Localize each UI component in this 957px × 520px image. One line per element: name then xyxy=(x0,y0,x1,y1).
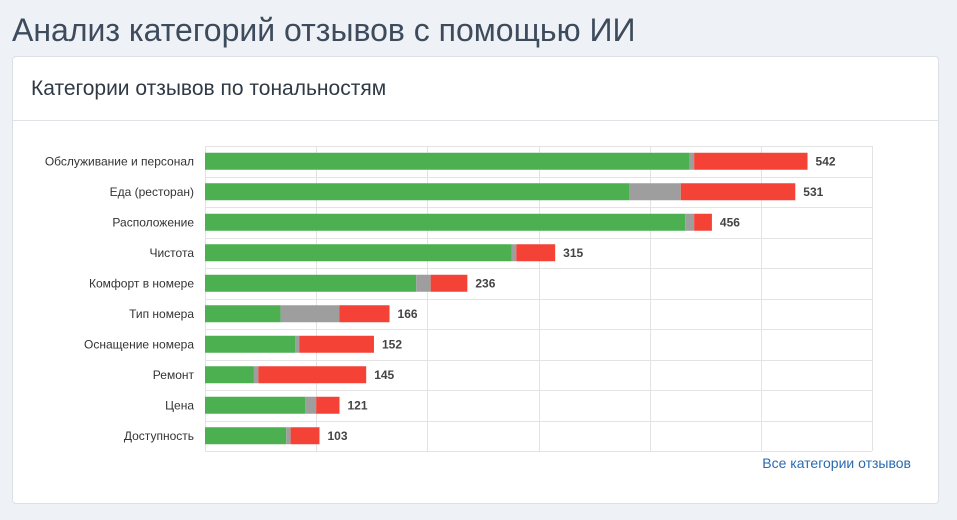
chart-panel: Категории отзывов по тональностям Обслуж… xyxy=(12,56,939,510)
bar-segment xyxy=(205,305,281,323)
bar-segment xyxy=(416,274,431,292)
category-label: Цена xyxy=(165,398,194,412)
chart-container: Обслуживание и персонал 542 Еда (ресторан)… xyxy=(13,121,938,510)
bar-segment xyxy=(305,396,317,414)
bar-segment xyxy=(205,274,417,292)
category-label: Обслуживание и персонал xyxy=(45,154,194,168)
category-label: Расположение xyxy=(112,215,194,229)
bar-segment xyxy=(430,274,468,292)
total-label: 542 xyxy=(816,154,836,168)
panel-header: Категории отзывов по тональностям xyxy=(13,57,938,121)
bar-segment xyxy=(205,335,296,353)
total-label: 152 xyxy=(382,337,402,351)
bar-segment xyxy=(295,335,300,353)
bar-segment xyxy=(299,335,374,353)
x-tick-label: 400 xyxy=(640,459,660,461)
category-label: Еда (ресторан) xyxy=(110,185,194,199)
total-label: 531 xyxy=(803,185,823,199)
total-label: 315 xyxy=(563,246,583,260)
category-label: Доступность xyxy=(124,429,194,443)
bar-segment xyxy=(685,213,695,231)
bar-segment xyxy=(205,366,254,384)
x-tick-label: 100 xyxy=(306,459,326,461)
bar-segment xyxy=(253,366,259,384)
bar-segment xyxy=(689,152,695,170)
category-label: Ремонт xyxy=(153,368,195,382)
total-label: 103 xyxy=(328,429,348,443)
bar-segment xyxy=(511,244,517,262)
total-label: 166 xyxy=(398,307,418,321)
bar-segment xyxy=(629,183,681,201)
bar-segment xyxy=(339,305,390,323)
bar-segment xyxy=(694,152,808,170)
bar-segment xyxy=(280,305,340,323)
bar-segment xyxy=(316,396,340,414)
bar-segment xyxy=(205,213,686,231)
category-label: Оснащение номера xyxy=(84,337,194,351)
bar-segment xyxy=(205,183,630,201)
bar-segment xyxy=(290,427,320,445)
bar-segment xyxy=(516,244,556,262)
x-tick-label: 300 xyxy=(528,459,548,461)
bar-segment xyxy=(205,396,306,414)
stacked-bar-chart: Обслуживание и персонал 542 Еда (ресторан)… xyxy=(45,146,882,510)
bar-segment xyxy=(694,213,712,231)
bar-segment xyxy=(205,427,287,445)
category-label: Чистота xyxy=(149,246,194,260)
bar-segment xyxy=(286,427,291,445)
all-categories-link[interactable]: Все категории отзывов xyxy=(762,455,911,471)
total-label: 456 xyxy=(720,215,740,229)
x-tick-label: 200 xyxy=(417,459,437,461)
total-label: 236 xyxy=(475,276,495,290)
bar-segment xyxy=(205,244,512,262)
category-label: Комфорт в номере xyxy=(89,276,194,290)
bar-segment xyxy=(205,152,690,170)
total-label: 121 xyxy=(348,398,368,412)
category-label: Тип номера xyxy=(129,307,194,321)
bar-segment xyxy=(680,183,796,201)
page-title: Анализ категорий отзывов с помощью ИИ xyxy=(12,12,636,48)
x-tick-label: 0 xyxy=(202,459,209,461)
panel-title: Категории отзывов по тональностям xyxy=(31,76,387,100)
bar-segment xyxy=(258,366,367,384)
total-label: 145 xyxy=(374,368,394,382)
